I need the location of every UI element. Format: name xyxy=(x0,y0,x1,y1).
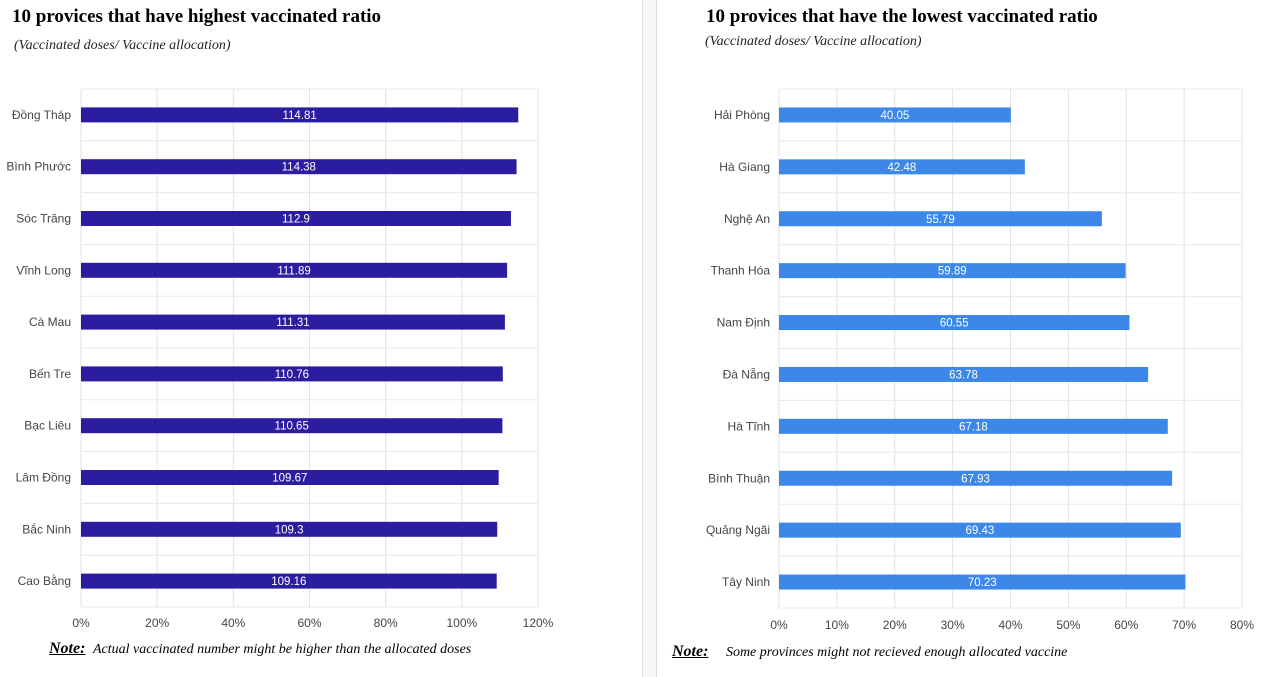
x-tick-label: 10% xyxy=(825,618,849,632)
data-label: 109.16 xyxy=(271,576,306,588)
data-label: 40.05 xyxy=(881,110,910,122)
category-label: Vĩnh Long xyxy=(16,263,71,277)
note-text: Actual vaccinated number might be higher… xyxy=(92,642,472,657)
category-label: Hải Phòng xyxy=(714,108,770,122)
category-label: Hà Giang xyxy=(719,160,770,174)
note-label: Note: xyxy=(49,640,86,657)
category-label: Nghệ An xyxy=(724,212,770,226)
bar xyxy=(81,211,511,226)
panel-gap xyxy=(643,0,657,677)
bar xyxy=(779,418,1168,434)
x-tick-label: 40% xyxy=(221,616,245,630)
data-label: 114.38 xyxy=(282,162,316,174)
bar xyxy=(81,314,505,330)
bar xyxy=(779,315,1130,331)
x-tick-label: 70% xyxy=(1172,618,1196,632)
bar xyxy=(81,418,503,434)
bar xyxy=(81,262,508,278)
category-label: Hà Tĩnh xyxy=(728,419,770,433)
data-label: 60.55 xyxy=(940,318,969,330)
data-label: 111.31 xyxy=(276,317,309,329)
bar xyxy=(81,573,497,589)
x-tick-label: 80% xyxy=(1230,618,1254,632)
note-text: Some provinces might not recieved enough… xyxy=(725,645,1068,660)
data-label: 111.89 xyxy=(277,265,310,277)
x-tick-label: 0% xyxy=(72,616,90,630)
x-tick-label: 80% xyxy=(374,616,398,630)
bar xyxy=(779,263,1126,279)
data-label: 110.76 xyxy=(275,369,309,381)
bar xyxy=(779,366,1149,382)
x-tick-label: 20% xyxy=(145,616,169,630)
category-label: Bắc Ninh xyxy=(22,521,71,536)
bar xyxy=(779,211,1102,227)
chart-subtitle: (Vaccinated doses/ Vaccine allocation) xyxy=(14,38,231,53)
category-label: Cà Mau xyxy=(29,315,71,329)
x-tick-label: 20% xyxy=(883,618,907,632)
bar xyxy=(779,159,1025,175)
data-label: 112.9 xyxy=(282,214,310,226)
x-tick-label: 60% xyxy=(297,616,321,630)
bar-chart-lowest: 0% 10% 20% 30% 40% 50% 60% 70% 80% Hải Phòng 40.05… xyxy=(706,88,1254,632)
chart-subtitle: (Vaccinated doses/ Vaccine allocation) xyxy=(705,34,922,49)
x-tick-label: 30% xyxy=(941,618,965,632)
bar xyxy=(779,470,1173,486)
category-label: Thanh Hóa xyxy=(711,264,771,278)
bar xyxy=(81,366,503,382)
category-label: Bình Phước xyxy=(6,160,71,174)
category-label: Đà Nẵng xyxy=(723,366,770,381)
x-tick-label: 50% xyxy=(1056,618,1080,632)
data-label: 59.89 xyxy=(938,266,967,278)
data-label: 42.48 xyxy=(888,162,917,174)
data-label: 69.43 xyxy=(966,525,995,537)
category-label: Lâm Đồng xyxy=(16,471,71,485)
data-label: 114.81 xyxy=(282,110,316,122)
x-tick-label: 40% xyxy=(998,618,1022,632)
category-label: Bạc Liêu xyxy=(24,419,71,433)
bar-chart-highest: 0% 20% 40% 60% 80% 100% 120% Đồng Tháp 114.81 Bìn… xyxy=(6,88,554,630)
bar xyxy=(81,521,498,537)
category-label: Tây Ninh xyxy=(722,575,770,589)
x-tick-label: 60% xyxy=(1114,618,1138,632)
data-label: 109.67 xyxy=(272,473,307,485)
data-label: 67.93 xyxy=(961,473,990,485)
panel-divider xyxy=(656,0,657,677)
chart-panel-highest: 10 provices that have highest vaccinated… xyxy=(6,6,554,658)
data-label: 70.23 xyxy=(968,577,997,589)
category-label: Quảng Ngãi xyxy=(706,523,770,537)
category-label: Cao Bằng xyxy=(18,573,71,588)
bar xyxy=(81,470,499,485)
note-label: Note: xyxy=(672,643,709,660)
chart-note: Note: Actual vaccinated number might be … xyxy=(49,640,471,658)
bar xyxy=(779,107,1011,123)
chart-title: 10 provices that have highest vaccinated… xyxy=(12,6,382,27)
x-tick-label: 0% xyxy=(770,618,788,632)
x-tick-label: 120% xyxy=(523,616,554,630)
chart-note: Note: Some provinces might not recieved … xyxy=(672,643,1067,661)
bar xyxy=(81,159,517,175)
bar xyxy=(81,107,519,123)
bar xyxy=(779,522,1181,538)
data-label: 110.65 xyxy=(275,421,309,433)
category-label: Đồng Tháp xyxy=(12,108,71,122)
chart-title: 10 provices that have the lowest vaccina… xyxy=(706,6,1098,27)
category-label: Bến Tre xyxy=(29,367,71,381)
data-label: 55.79 xyxy=(926,214,955,226)
data-label: 63.78 xyxy=(949,369,978,381)
category-label: Nam Định xyxy=(717,316,770,330)
category-label: Sóc Trăng xyxy=(16,212,71,226)
panel-divider xyxy=(642,0,643,677)
category-label: Bình Thuận xyxy=(708,471,770,485)
data-label: 109.3 xyxy=(275,524,304,536)
chart-panel-lowest: 10 provices that have the lowest vaccina… xyxy=(657,0,1261,677)
bar xyxy=(779,574,1186,590)
x-tick-label: 100% xyxy=(446,616,477,630)
data-label: 67.18 xyxy=(959,421,988,433)
